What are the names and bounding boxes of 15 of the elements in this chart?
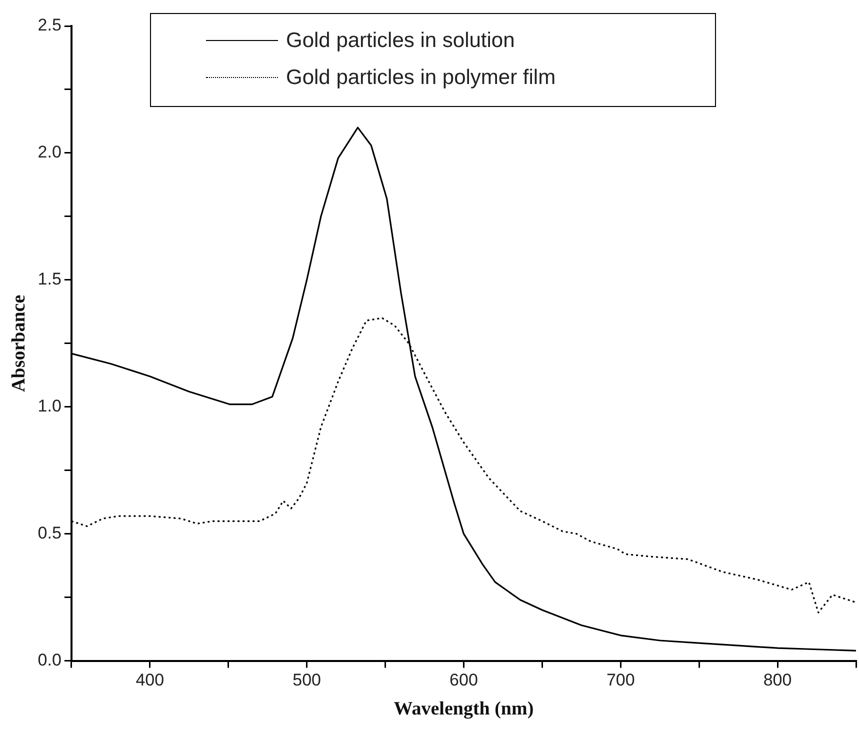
y-tick-label: 2.0 [38, 142, 62, 162]
x-tick-label: 500 [292, 670, 321, 690]
x-tick-label: 600 [450, 670, 478, 690]
y-axis-title: Absorbance [8, 294, 30, 392]
y-tick-label: 2.5 [38, 16, 62, 35]
y-tick-label: 0.5 [38, 524, 62, 543]
legend-label: Gold particles in solution [286, 28, 515, 52]
y-tick-label: 0.0 [38, 650, 62, 670]
x-tick-label: 800 [763, 670, 792, 690]
legend-label: Gold particles in polymer film [286, 66, 556, 90]
x-tick-label: 700 [606, 670, 635, 690]
y-tick-label: 1.5 [38, 270, 62, 289]
x-axis-title: Wavelength (nm) [394, 698, 534, 720]
y-tick-label: 1.0 [38, 396, 62, 416]
x-tick-label: 400 [136, 670, 164, 690]
